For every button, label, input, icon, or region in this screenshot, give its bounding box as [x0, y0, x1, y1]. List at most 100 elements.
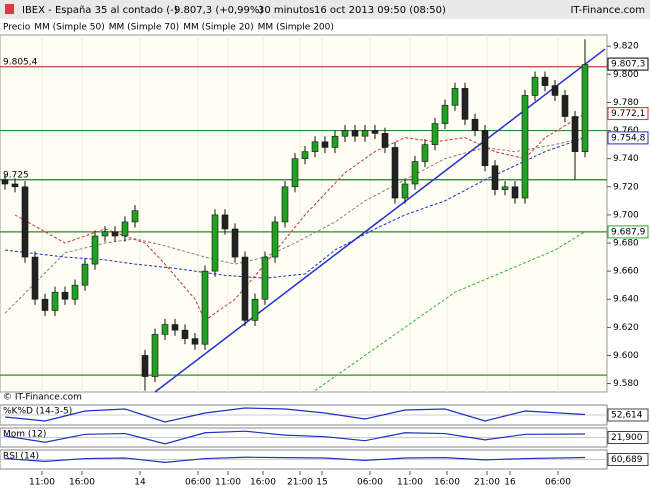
price-box-label: 9.807,3: [611, 60, 645, 70]
y-tick-label: 9.720: [613, 182, 639, 192]
x-tick-label: 16:00: [434, 478, 460, 488]
candle-body: [61, 291, 69, 300]
y-tick-label: 9.600: [613, 351, 639, 361]
candle-body: [571, 116, 579, 152]
candle-body: [271, 221, 279, 258]
candle-body: [301, 151, 309, 159]
horizontal-line-label: 9.725: [3, 170, 29, 180]
candle-body: [291, 158, 299, 188]
candle-body: [531, 76, 539, 96]
instrument: IBEX - España 35 al contado (-): [22, 5, 178, 16]
date: 16 oct 2013 09:50 (08:50): [314, 5, 446, 16]
x-tick-label: 16:00: [69, 478, 95, 488]
indicator-line: [4, 407, 586, 423]
x-tick-label: 14: [134, 478, 146, 488]
x-tick-label: 16: [504, 478, 516, 488]
price-box: [607, 57, 649, 71]
candle-body: [31, 256, 39, 300]
x-tick-label: 06:00: [185, 478, 211, 488]
price: 9.807,3 (+0,99%): [174, 5, 263, 16]
candle-body: [321, 141, 329, 148]
indicator-line: [4, 456, 586, 463]
indicator-value: 21,900: [611, 433, 643, 443]
candle-body: [421, 144, 429, 162]
x-tick-label: 11:00: [397, 478, 423, 488]
candle-body: [351, 130, 359, 137]
y-tick-label: 9.620: [613, 323, 639, 333]
candle-body: [91, 235, 99, 265]
candle-body: [241, 256, 249, 321]
indicator-name: Mom (12): [3, 430, 46, 440]
candle-body: [381, 133, 389, 148]
x-tick-label: 06:00: [357, 478, 383, 488]
copyright: © IT-Finance.com: [3, 393, 82, 403]
candle-body: [371, 130, 379, 134]
candle-body: [411, 161, 419, 185]
y-tick-label: 9.760: [613, 126, 639, 136]
y-tick-label: 9.820: [613, 42, 639, 52]
indicator-name: %K%D (14-3-5): [3, 407, 72, 417]
legend-entry: MM (Simple 70): [109, 23, 179, 33]
y-tick-label: 9.640: [613, 295, 639, 305]
candle-body: [341, 130, 349, 137]
candle-body: [131, 210, 139, 223]
candle-body: [491, 165, 499, 190]
candle-body: [361, 130, 369, 137]
candle-body: [171, 324, 179, 331]
candle-body: [81, 263, 89, 286]
horizontal-line-label: 9.805,4: [3, 57, 38, 67]
candle-body: [401, 183, 409, 199]
candle-body: [281, 186, 289, 223]
indicator-name: RSI (14): [3, 452, 39, 462]
y-tick-label: 9.580: [613, 379, 639, 389]
candle-body: [551, 85, 559, 96]
indicator-line: [4, 430, 586, 445]
indicator-value: 60,689: [611, 455, 643, 465]
price-box: [607, 225, 649, 239]
candle-body: [211, 214, 219, 272]
trend-line: [154, 48, 606, 393]
candle-body: [1, 179, 9, 185]
moving-average: [4, 137, 586, 279]
candle-body: [441, 104, 449, 124]
candle-body: [221, 214, 229, 230]
y-tick-label: 9.700: [613, 210, 639, 220]
candle-body: [51, 291, 59, 311]
price-box-label: 9.772,1: [611, 109, 645, 119]
indicator-value-box: [607, 431, 649, 444]
brand: IT-Finance.com: [570, 5, 645, 16]
candle-body: [481, 130, 489, 167]
interval: 30 minutos: [258, 5, 314, 16]
candle-body: [541, 76, 549, 86]
x-tick-label: 21:00: [474, 478, 500, 488]
moving-average: [14, 113, 586, 322]
x-tick-label: 11:00: [215, 478, 241, 488]
logo-icon: [5, 4, 14, 14]
legend-entry: MM (Simple 200): [258, 23, 334, 33]
candle-body: [251, 298, 259, 321]
candle-body: [431, 123, 439, 145]
candle-body: [561, 95, 569, 117]
candle-body: [21, 186, 29, 258]
candle-body: [331, 135, 339, 148]
x-tick-label: 21:00: [287, 478, 313, 488]
legend-entry: MM (Simple 20): [183, 23, 253, 33]
indicator-value-box: [607, 453, 649, 466]
x-tick-label: 16:00: [250, 478, 276, 488]
legend-entry: MM (Simple 50): [34, 23, 104, 33]
y-tick-label: 9.680: [613, 239, 639, 249]
candle-body: [521, 95, 529, 199]
plot-area: [0, 34, 608, 393]
candle-body: [141, 355, 149, 377]
candle-body: [121, 221, 129, 237]
candle-body: [471, 119, 479, 131]
candle-body: [41, 298, 49, 311]
x-tick-label: 15: [316, 478, 327, 488]
y-tick-label: 9.800: [613, 70, 639, 80]
y-tick-label: 9.780: [613, 98, 639, 108]
price-box: [607, 131, 649, 145]
candle-body: [261, 256, 269, 300]
candle-body: [11, 183, 19, 188]
candle-body: [461, 88, 469, 120]
candle-body: [501, 186, 509, 190]
